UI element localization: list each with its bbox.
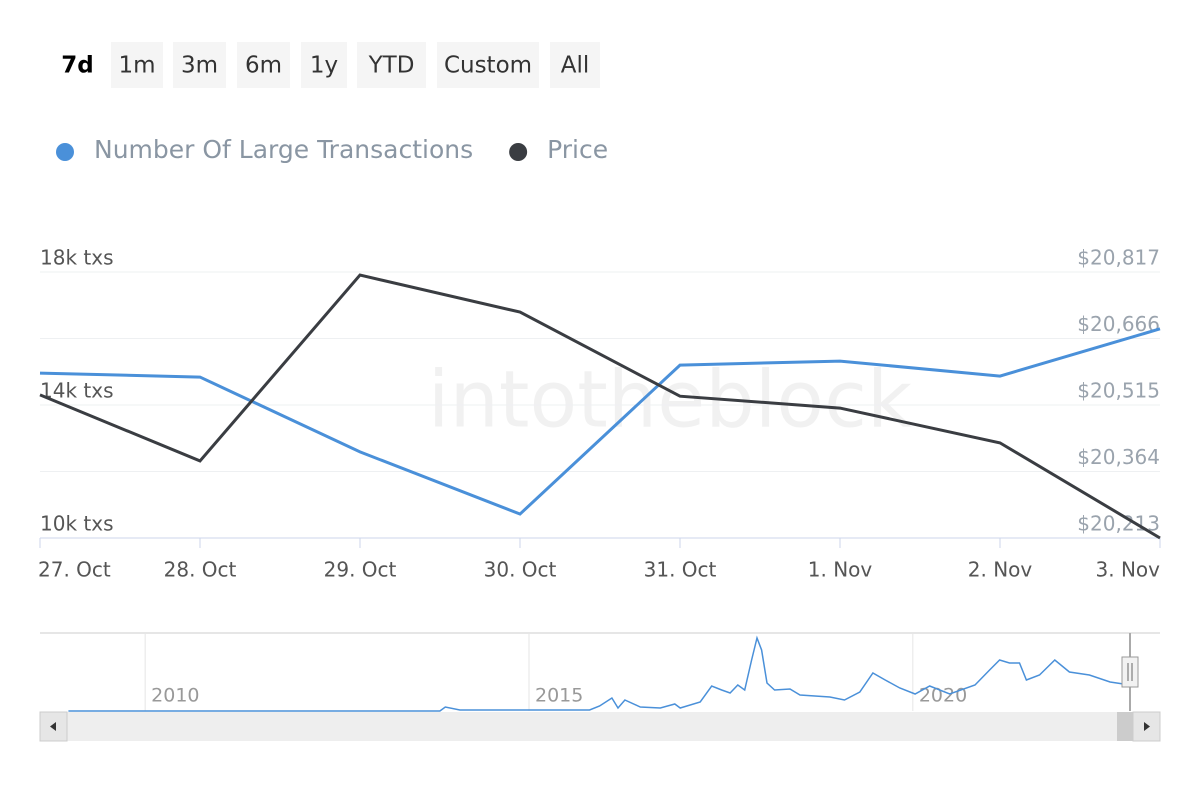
navigator-handle-grip <box>1127 663 1133 681</box>
x-tick-label: 27. Oct <box>38 558 111 582</box>
range-button-label[interactable]: YTD <box>368 53 415 79</box>
series-line <box>39 273 1161 540</box>
legend-marker <box>56 143 74 161</box>
navigator-tick-label: 2015 <box>535 685 583 707</box>
range-button[interactable] <box>437 42 539 88</box>
range-button[interactable] <box>173 42 226 88</box>
x-tick-label: 29. Oct <box>324 558 397 582</box>
x-tick-label: 1. Nov <box>808 558 873 582</box>
x-tick-label: 3. Nov <box>1096 558 1161 582</box>
range-button[interactable] <box>55 42 100 88</box>
arrow-right <box>1144 722 1150 731</box>
range-button[interactable] <box>111 42 163 88</box>
y2-tick-label: $20,364 <box>1077 445 1160 469</box>
series-line <box>39 327 1161 516</box>
navigator-handle[interactable] <box>1121 656 1139 688</box>
legend-label[interactable]: Price <box>547 135 608 164</box>
watermark: intotheblock <box>428 355 912 445</box>
range-button[interactable] <box>550 42 600 88</box>
range-button-label[interactable]: Custom <box>444 53 532 79</box>
scrollbar-thumb[interactable] <box>1117 712 1133 741</box>
legend-marker <box>509 143 528 161</box>
range-button-label[interactable]: 1y <box>310 53 338 79</box>
y-tick-label: 18k txs <box>40 246 114 270</box>
range-button-label[interactable]: 1m <box>118 53 155 79</box>
x-tick-label: 2. Nov <box>968 558 1033 582</box>
range-button-label[interactable]: 7d <box>61 53 93 79</box>
x-tick-label: 28. Oct <box>164 558 237 582</box>
range-button-label[interactable]: All <box>561 53 590 79</box>
range-button[interactable] <box>301 42 347 88</box>
y2-tick-label: $20,817 <box>1077 246 1160 270</box>
y2-tick-label: $20,515 <box>1077 379 1160 403</box>
navigator-tick-label: 2020 <box>919 685 967 707</box>
arrow-left <box>50 722 56 731</box>
y-tick-label: 10k txs <box>40 512 114 536</box>
range-button[interactable] <box>237 42 290 88</box>
range-button-label[interactable]: 3m <box>181 53 218 79</box>
legend-label[interactable]: Number Of Large Transactions <box>94 135 473 164</box>
navigator-tick-label: 2010 <box>151 685 199 707</box>
x-tick-label: 30. Oct <box>484 558 557 582</box>
range-button[interactable] <box>357 42 426 88</box>
range-button-label[interactable]: 6m <box>245 53 282 79</box>
x-tick-label: 31. Oct <box>644 558 717 582</box>
navigator-line <box>68 635 1131 712</box>
scrollbar-track <box>40 712 1160 741</box>
